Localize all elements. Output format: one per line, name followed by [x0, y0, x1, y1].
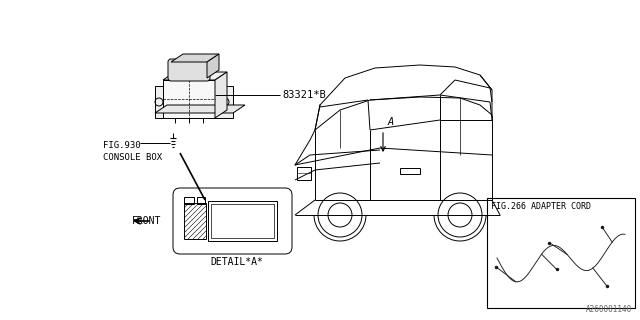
Text: DETAIL*A*: DETAIL*A* [211, 257, 264, 267]
Text: A: A [388, 117, 394, 127]
Bar [208, 201, 277, 241]
Polygon shape [155, 105, 245, 113]
Bar [184, 203, 206, 239]
Polygon shape [155, 86, 163, 118]
Bar [197, 197, 205, 204]
Bar [211, 204, 274, 238]
Polygon shape [215, 86, 233, 118]
Polygon shape [207, 54, 219, 78]
Bar [297, 167, 311, 180]
Text: FIG.266 ADAPTER CORD: FIG.266 ADAPTER CORD [491, 202, 591, 211]
Polygon shape [163, 72, 227, 80]
Bar [184, 197, 194, 204]
FancyBboxPatch shape [168, 59, 210, 81]
Bar [487, 198, 635, 308]
Polygon shape [171, 54, 219, 62]
Text: A260001140: A260001140 [586, 305, 632, 314]
Text: FIG.930
CONSOLE BOX: FIG.930 CONSOLE BOX [103, 141, 162, 162]
Polygon shape [215, 72, 227, 118]
Text: FRONT: FRONT [132, 216, 161, 226]
Bar [163, 80, 215, 118]
Text: 83321*B: 83321*B [282, 90, 326, 100]
Bar [400, 168, 420, 174]
